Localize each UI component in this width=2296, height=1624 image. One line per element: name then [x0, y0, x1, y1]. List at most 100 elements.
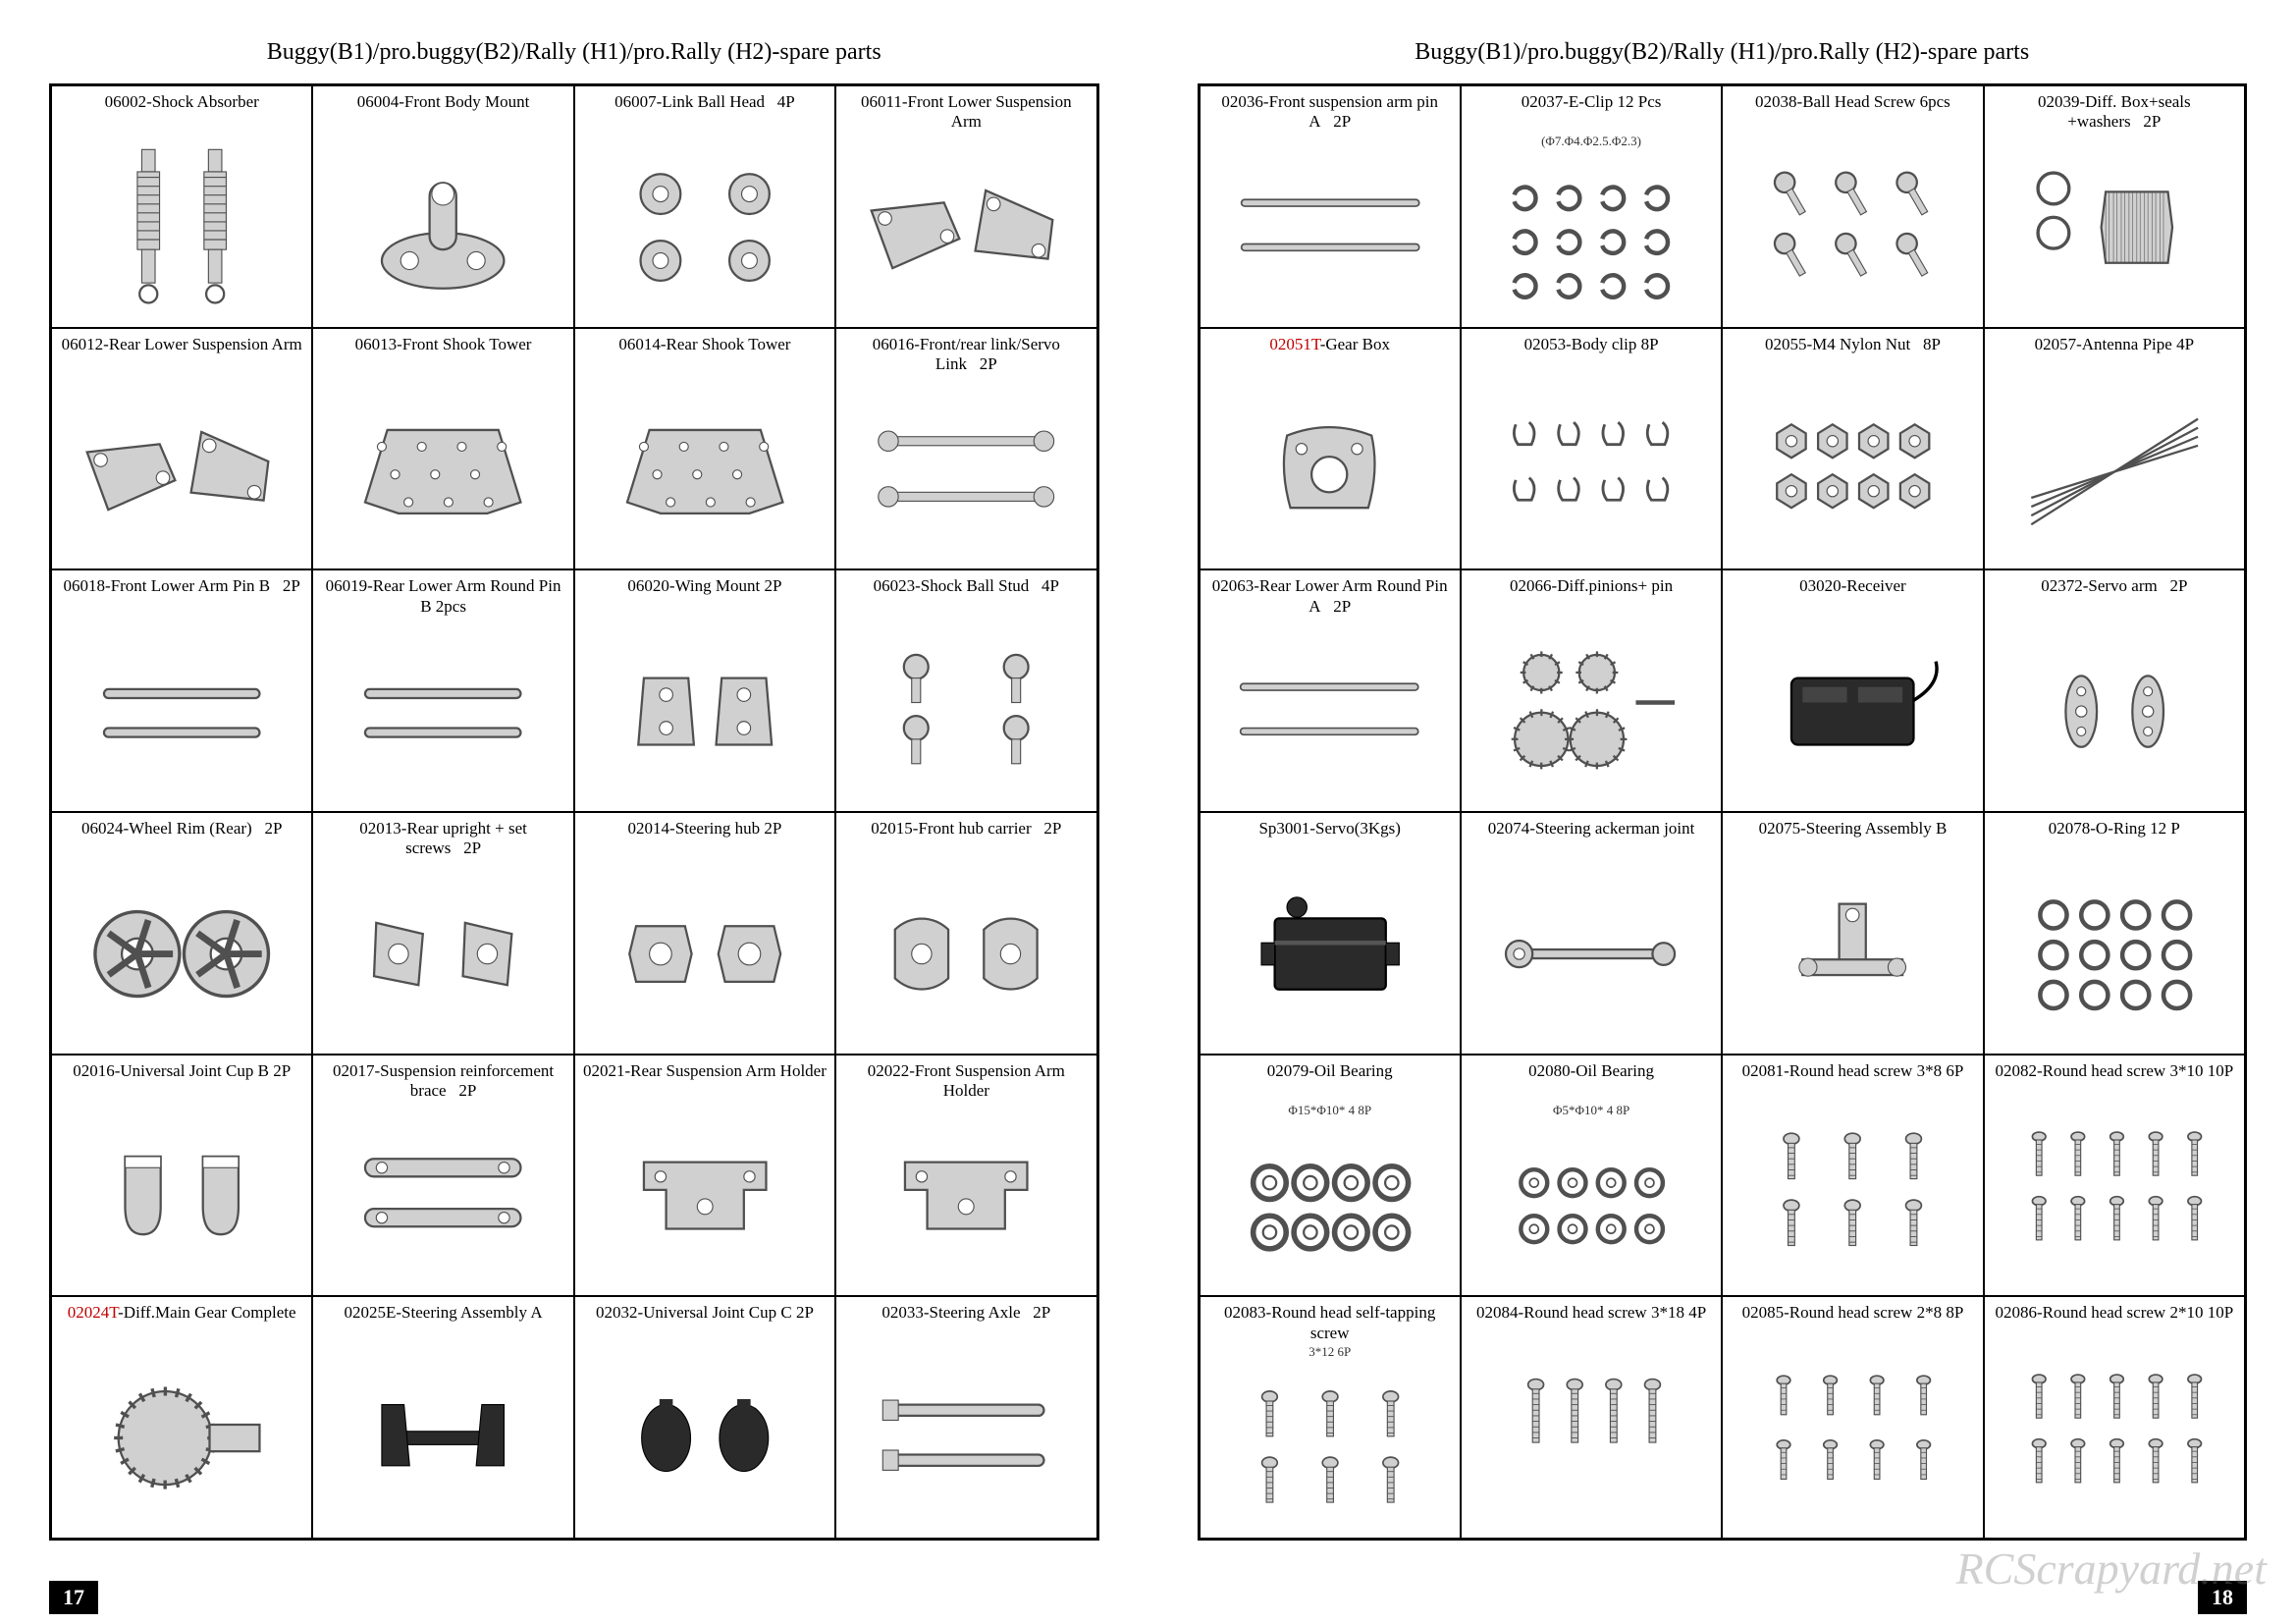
joint-cup-icon	[60, 1103, 303, 1290]
part-cell: 02057-Antenna Pipe 4P	[1984, 328, 2245, 570]
part-cell: 02033-Steering Axle 2P	[835, 1296, 1096, 1539]
part-label: 02086-Round head screw 2*10 10P	[1993, 1303, 2236, 1344]
part-cell: 02080-Oil BearingΦ5*Φ10* 4 8P	[1461, 1055, 1722, 1297]
shock-tower-icon	[321, 376, 564, 564]
part-label: 02084-Round head screw 3*18 4P	[1469, 1303, 1713, 1344]
part-label: 06011-Front Lower Suspension Arm	[844, 92, 1088, 134]
ball-screws-icon	[1731, 134, 1974, 321]
long-pins-icon	[1208, 134, 1452, 321]
part-cell: 02038-Ball Head Screw 6pcs	[1722, 85, 1983, 328]
screws-8-icon	[1731, 1344, 1974, 1532]
part-cell: 02015-Front hub carrier 2P	[835, 812, 1096, 1055]
part-cell: 02036-Front suspension arm pin A 2P	[1200, 85, 1461, 328]
part-cell: 02082-Round head screw 3*10 10P	[1984, 1055, 2245, 1297]
part-cell: 02066-Diff.pinions+ pin	[1461, 569, 1722, 812]
part-cell: 02078-O-Ring 12 P	[1984, 812, 2245, 1055]
part-subtext: Φ5*Φ10* 4 8P	[1469, 1103, 1713, 1118]
part-cell: Sp3001-Servo(3Kgs)	[1200, 812, 1461, 1055]
part-cell: 02063-Rear Lower Arm Round Pin A 2P	[1200, 569, 1461, 812]
part-cell: 02372-Servo arm 2P	[1984, 569, 2245, 812]
part-cell: 02014-Steering hub 2P	[574, 812, 835, 1055]
part-label: 06012-Rear Lower Suspension Arm	[60, 335, 303, 376]
diff-box-icon	[1993, 134, 2236, 321]
ball-studs-icon	[844, 618, 1088, 805]
part-cell: 02024T-Diff.Main Gear Complete	[51, 1296, 312, 1539]
part-label: 02014-Steering hub 2P	[583, 819, 827, 860]
part-label: 02024T-Diff.Main Gear Complete	[60, 1303, 303, 1344]
part-cell: 06024-Wheel Rim (Rear) 2P	[51, 812, 312, 1055]
part-cell: 02025E-Steering Assembly A	[312, 1296, 573, 1539]
part-label: 06004-Front Body Mount	[321, 92, 564, 134]
page-title-right: Buggy(B1)/pro.buggy(B2)/Rally (H1)/pro.R…	[1198, 39, 2248, 66]
brace-icon	[321, 1103, 564, 1290]
part-cell: 06014-Rear Shook Tower	[574, 328, 835, 570]
arm-holder-icon	[844, 1103, 1088, 1290]
uprights-icon	[321, 860, 564, 1048]
part-label: 02082-Round head screw 3*10 10P	[1993, 1061, 2236, 1103]
part-label: 02022-Front Suspension Arm Holder	[844, 1061, 1088, 1103]
screws-6-icon	[1208, 1360, 1452, 1539]
part-cell: 02083-Round head self-tapping screw3*12 …	[1200, 1296, 1461, 1539]
page-spread: Buggy(B1)/pro.buggy(B2)/Rally (H1)/pro.R…	[0, 0, 2296, 1624]
body-clips-icon	[1469, 376, 1713, 564]
part-cell: 06011-Front Lower Suspension Arm	[835, 85, 1096, 328]
ackerman-icon	[1469, 860, 1713, 1048]
long-pins-icon	[1208, 618, 1452, 805]
part-cell: 06012-Rear Lower Suspension Arm	[51, 328, 312, 570]
screws-6-icon	[1731, 1103, 1974, 1290]
part-label: 06019-Rear Lower Arm Round Pin B 2pcs	[321, 576, 564, 618]
links-icon	[844, 376, 1088, 564]
screws-10-icon	[1993, 1344, 2236, 1532]
part-cell: 02016-Universal Joint Cup B 2P	[51, 1055, 312, 1297]
part-label: 02037-E-Clip 12 Pcs	[1469, 92, 1713, 134]
part-label: 02032-Universal Joint Cup C 2P	[583, 1303, 827, 1344]
part-cell: 02051T-Gear Box	[1200, 328, 1461, 570]
part-label: 02053-Body clip 8P	[1469, 335, 1713, 376]
part-label: 02051T-Gear Box	[1208, 335, 1452, 376]
part-cell: 02074-Steering ackerman joint	[1461, 812, 1722, 1055]
part-label: 02015-Front hub carrier 2P	[844, 819, 1088, 860]
part-label: 02074-Steering ackerman joint	[1469, 819, 1713, 860]
parts-grid-right: 02036-Front suspension arm pin A 2P02037…	[1198, 83, 2248, 1541]
diff-gear-icon	[60, 1344, 303, 1532]
part-label: 02017-Suspension reinforcement brace 2P	[321, 1061, 564, 1103]
part-cell: 06020-Wing Mount 2P	[574, 569, 835, 812]
page-number-right: 18	[2198, 1581, 2247, 1614]
steering-asm-icon	[321, 1344, 564, 1532]
shock-tower-icon	[583, 376, 827, 564]
part-cell: 02017-Suspension reinforcement brace 2P	[312, 1055, 573, 1297]
servo-icon	[1208, 860, 1452, 1048]
part-label: 06013-Front Shook Tower	[321, 335, 564, 376]
part-cell: 02039-Diff. Box+seals +washers 2P	[1984, 85, 2245, 328]
axles-icon	[844, 1344, 1088, 1532]
receiver-icon	[1731, 618, 1974, 805]
e-clips-icon	[1469, 149, 1713, 328]
part-label: 02372-Servo arm 2P	[1993, 576, 2236, 618]
part-cell: 02084-Round head screw 3*18 4P	[1461, 1296, 1722, 1539]
part-label: 02025E-Steering Assembly A	[321, 1303, 564, 1344]
bearings-sm-icon	[1469, 1118, 1713, 1297]
body-mount-icon	[321, 134, 564, 321]
part-cell: 06007-Link Ball Head 4P	[574, 85, 835, 328]
page-left: Buggy(B1)/pro.buggy(B2)/Rally (H1)/pro.R…	[0, 0, 1148, 1624]
part-label: 02080-Oil Bearing	[1469, 1061, 1713, 1103]
part-cell: 02013-Rear upright + set screws 2P	[312, 812, 573, 1055]
part-cell: 02021-Rear Suspension Arm Holder	[574, 1055, 835, 1297]
shock-absorber-icon	[60, 134, 303, 321]
part-cell: 06002-Shock Absorber	[51, 85, 312, 328]
part-cell: 02075-Steering Assembly B	[1722, 812, 1983, 1055]
part-label: 02016-Universal Joint Cup B 2P	[60, 1061, 303, 1103]
wheels-icon	[60, 860, 303, 1048]
part-label: 02078-O-Ring 12 P	[1993, 819, 2236, 860]
part-cell: 06013-Front Shook Tower	[312, 328, 573, 570]
susp-arm-icon	[844, 134, 1088, 321]
part-cell: 06018-Front Lower Arm Pin B 2P	[51, 569, 312, 812]
part-label: 02055-M4 Nylon Nut 8P	[1731, 335, 1974, 376]
pinions-icon	[1469, 618, 1713, 805]
part-label: 06016-Front/rear link/Servo Link 2P	[844, 335, 1088, 376]
part-label: 02075-Steering Assembly B	[1731, 819, 1974, 860]
part-label: 02079-Oil Bearing	[1208, 1061, 1452, 1103]
part-cell: 02032-Universal Joint Cup C 2P	[574, 1296, 835, 1539]
pins-icon	[60, 618, 303, 805]
pins-icon	[321, 618, 564, 805]
